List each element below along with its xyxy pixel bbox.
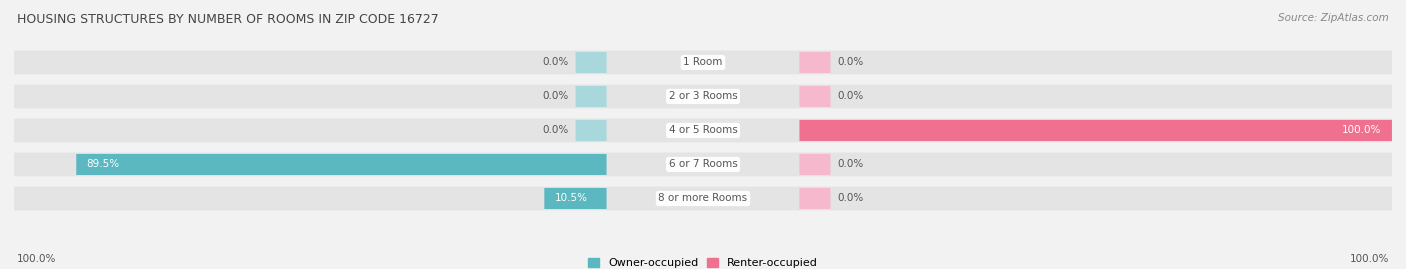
Text: 6 or 7 Rooms: 6 or 7 Rooms <box>669 160 737 169</box>
Text: 4 or 5 Rooms: 4 or 5 Rooms <box>669 125 737 136</box>
Text: 0.0%: 0.0% <box>838 91 863 101</box>
FancyBboxPatch shape <box>14 51 1392 74</box>
Legend: Owner-occupied, Renter-occupied: Owner-occupied, Renter-occupied <box>583 253 823 269</box>
Text: 0.0%: 0.0% <box>838 58 863 68</box>
Text: 100.0%: 100.0% <box>1350 254 1389 264</box>
FancyBboxPatch shape <box>800 154 831 175</box>
Text: 0.0%: 0.0% <box>543 125 568 136</box>
Text: 8 or more Rooms: 8 or more Rooms <box>658 193 748 203</box>
Text: 10.5%: 10.5% <box>555 193 588 203</box>
Text: 100.0%: 100.0% <box>17 254 56 264</box>
Text: HOUSING STRUCTURES BY NUMBER OF ROOMS IN ZIP CODE 16727: HOUSING STRUCTURES BY NUMBER OF ROOMS IN… <box>17 13 439 26</box>
FancyBboxPatch shape <box>575 120 606 141</box>
Text: 2 or 3 Rooms: 2 or 3 Rooms <box>669 91 737 101</box>
Text: 100.0%: 100.0% <box>1343 125 1382 136</box>
FancyBboxPatch shape <box>14 187 1392 210</box>
FancyBboxPatch shape <box>800 188 831 209</box>
Text: 0.0%: 0.0% <box>543 91 568 101</box>
Text: 0.0%: 0.0% <box>838 160 863 169</box>
FancyBboxPatch shape <box>544 188 606 209</box>
FancyBboxPatch shape <box>14 119 1392 142</box>
FancyBboxPatch shape <box>76 154 606 175</box>
Text: 1 Room: 1 Room <box>683 58 723 68</box>
FancyBboxPatch shape <box>800 120 1392 141</box>
FancyBboxPatch shape <box>14 153 1392 176</box>
Text: 0.0%: 0.0% <box>543 58 568 68</box>
Text: 0.0%: 0.0% <box>838 193 863 203</box>
FancyBboxPatch shape <box>575 52 606 73</box>
Text: 89.5%: 89.5% <box>87 160 120 169</box>
FancyBboxPatch shape <box>800 86 831 107</box>
FancyBboxPatch shape <box>14 84 1392 108</box>
FancyBboxPatch shape <box>575 86 606 107</box>
FancyBboxPatch shape <box>800 52 831 73</box>
Text: Source: ZipAtlas.com: Source: ZipAtlas.com <box>1278 13 1389 23</box>
